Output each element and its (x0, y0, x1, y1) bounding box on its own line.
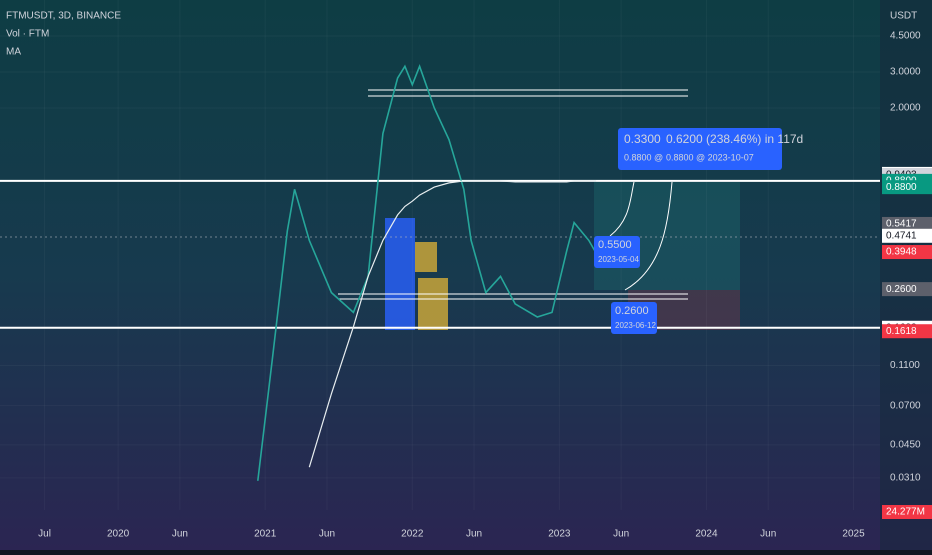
volume-profile (385, 218, 415, 330)
y-tick-label: 0.0450 (890, 439, 921, 450)
x-tick-label: 2021 (254, 529, 277, 540)
price-label: 0.5417 (886, 219, 917, 230)
y-tick-label: 0.0310 (890, 473, 921, 484)
axis-unit: USDT (890, 11, 917, 22)
indicator-label: Vol · FTM (6, 29, 49, 40)
x-tick-label: 2023 (548, 529, 571, 540)
x-tick-label: Jun (319, 529, 335, 540)
price-label-bg (882, 180, 932, 195)
chart-title: FTMUSDT, 3D, BINANCE (6, 11, 121, 22)
x-tick-label: Jun (613, 529, 629, 540)
price-label-bg (882, 245, 932, 260)
x-tick-label: Jun (760, 529, 776, 540)
annotation: 0.2600 (615, 305, 649, 317)
volume-last: 24.277M (886, 507, 925, 518)
y-tick-label: 4.5000 (890, 31, 921, 42)
entry-box (594, 236, 640, 268)
price-label: 0.8800 (886, 182, 917, 193)
y-tick-label: 0.0700 (890, 400, 921, 411)
volume-profile (415, 242, 437, 272)
volume-profile (418, 278, 448, 330)
y-tick-label: 2.0000 (890, 103, 921, 114)
annotation: 0.5500 (598, 239, 632, 251)
annotation: 2023-06-12 (615, 321, 656, 330)
price-axis (880, 0, 932, 550)
price-label-bg (882, 324, 932, 339)
price-label-bg (882, 282, 932, 297)
y-tick-label: 0.1100 (890, 360, 920, 371)
price-label-bg (882, 228, 932, 243)
x-tick-label: Jul (38, 529, 51, 540)
y-tick-label: 3.0000 (890, 67, 921, 78)
price-label: 0.3948 (886, 247, 917, 258)
annotation: 0.8800 @ 2023-10-07 (666, 152, 754, 162)
x-tick-label: 2020 (107, 529, 130, 540)
entry-box (611, 302, 657, 334)
annotation: 0.6200 (238.46%) in 117d (666, 132, 803, 146)
price-label: 0.1618 (886, 326, 917, 337)
ma-line (308, 180, 597, 468)
price-label: 0.2600 (886, 284, 917, 295)
x-tick-label: Jun (172, 529, 188, 540)
volume-label-bg (882, 505, 932, 519)
x-tick-label: 2025 (842, 529, 865, 540)
target-box (618, 128, 782, 170)
x-tick-label: 2024 (695, 529, 718, 540)
price-line (257, 64, 597, 481)
x-tick-label: 2022 (401, 529, 424, 540)
x-tick-label: Jun (466, 529, 482, 540)
projection-arrow (609, 181, 673, 291)
indicator-label: MA (6, 47, 21, 58)
annotation: 0.8800 @ (624, 152, 663, 162)
annotation: 0.3300 (624, 132, 661, 146)
annotation: 2023-05-04 (598, 255, 639, 264)
price-label-bg (882, 216, 932, 231)
price-label: 0.4741 (886, 230, 917, 241)
